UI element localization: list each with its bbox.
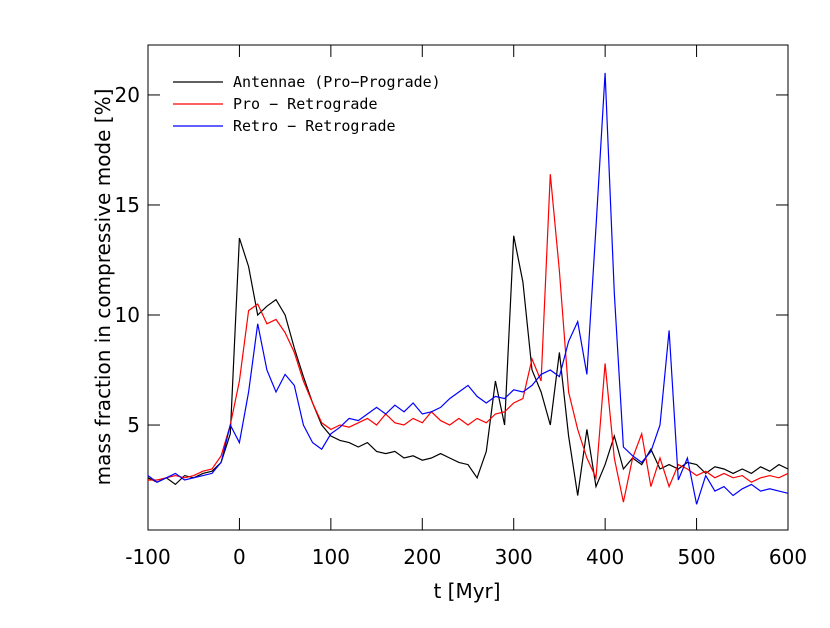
x-tick-label: -100	[125, 545, 170, 569]
x-tick-label: 200	[403, 545, 441, 569]
data-line	[148, 174, 789, 503]
y-tick-label: 20	[115, 83, 140, 107]
legend-label: Antennae (Pro−Prograde)	[233, 73, 441, 91]
y-axis-label: mass fraction in compressive mode [%]	[91, 89, 115, 486]
data-line	[147, 235, 789, 496]
x-tick-label: 600	[769, 545, 807, 569]
y-tick-label: 5	[127, 413, 140, 437]
y-tick-label: 15	[115, 193, 140, 217]
x-axis-label: t [Myr]	[433, 579, 500, 603]
plot-frame	[147, 44, 789, 531]
legend-label: Pro − Retrograde	[233, 95, 378, 113]
legend-label: Retro − Retrograde	[233, 117, 396, 135]
x-tick-label: 300	[495, 545, 533, 569]
data-line	[147, 72, 789, 505]
x-tick-label: 0	[233, 545, 246, 569]
x-tick-label: 100	[312, 545, 350, 569]
y-tick-label: 10	[115, 303, 140, 327]
x-tick-label: 400	[586, 545, 624, 569]
x-tick-label: 500	[677, 545, 715, 569]
